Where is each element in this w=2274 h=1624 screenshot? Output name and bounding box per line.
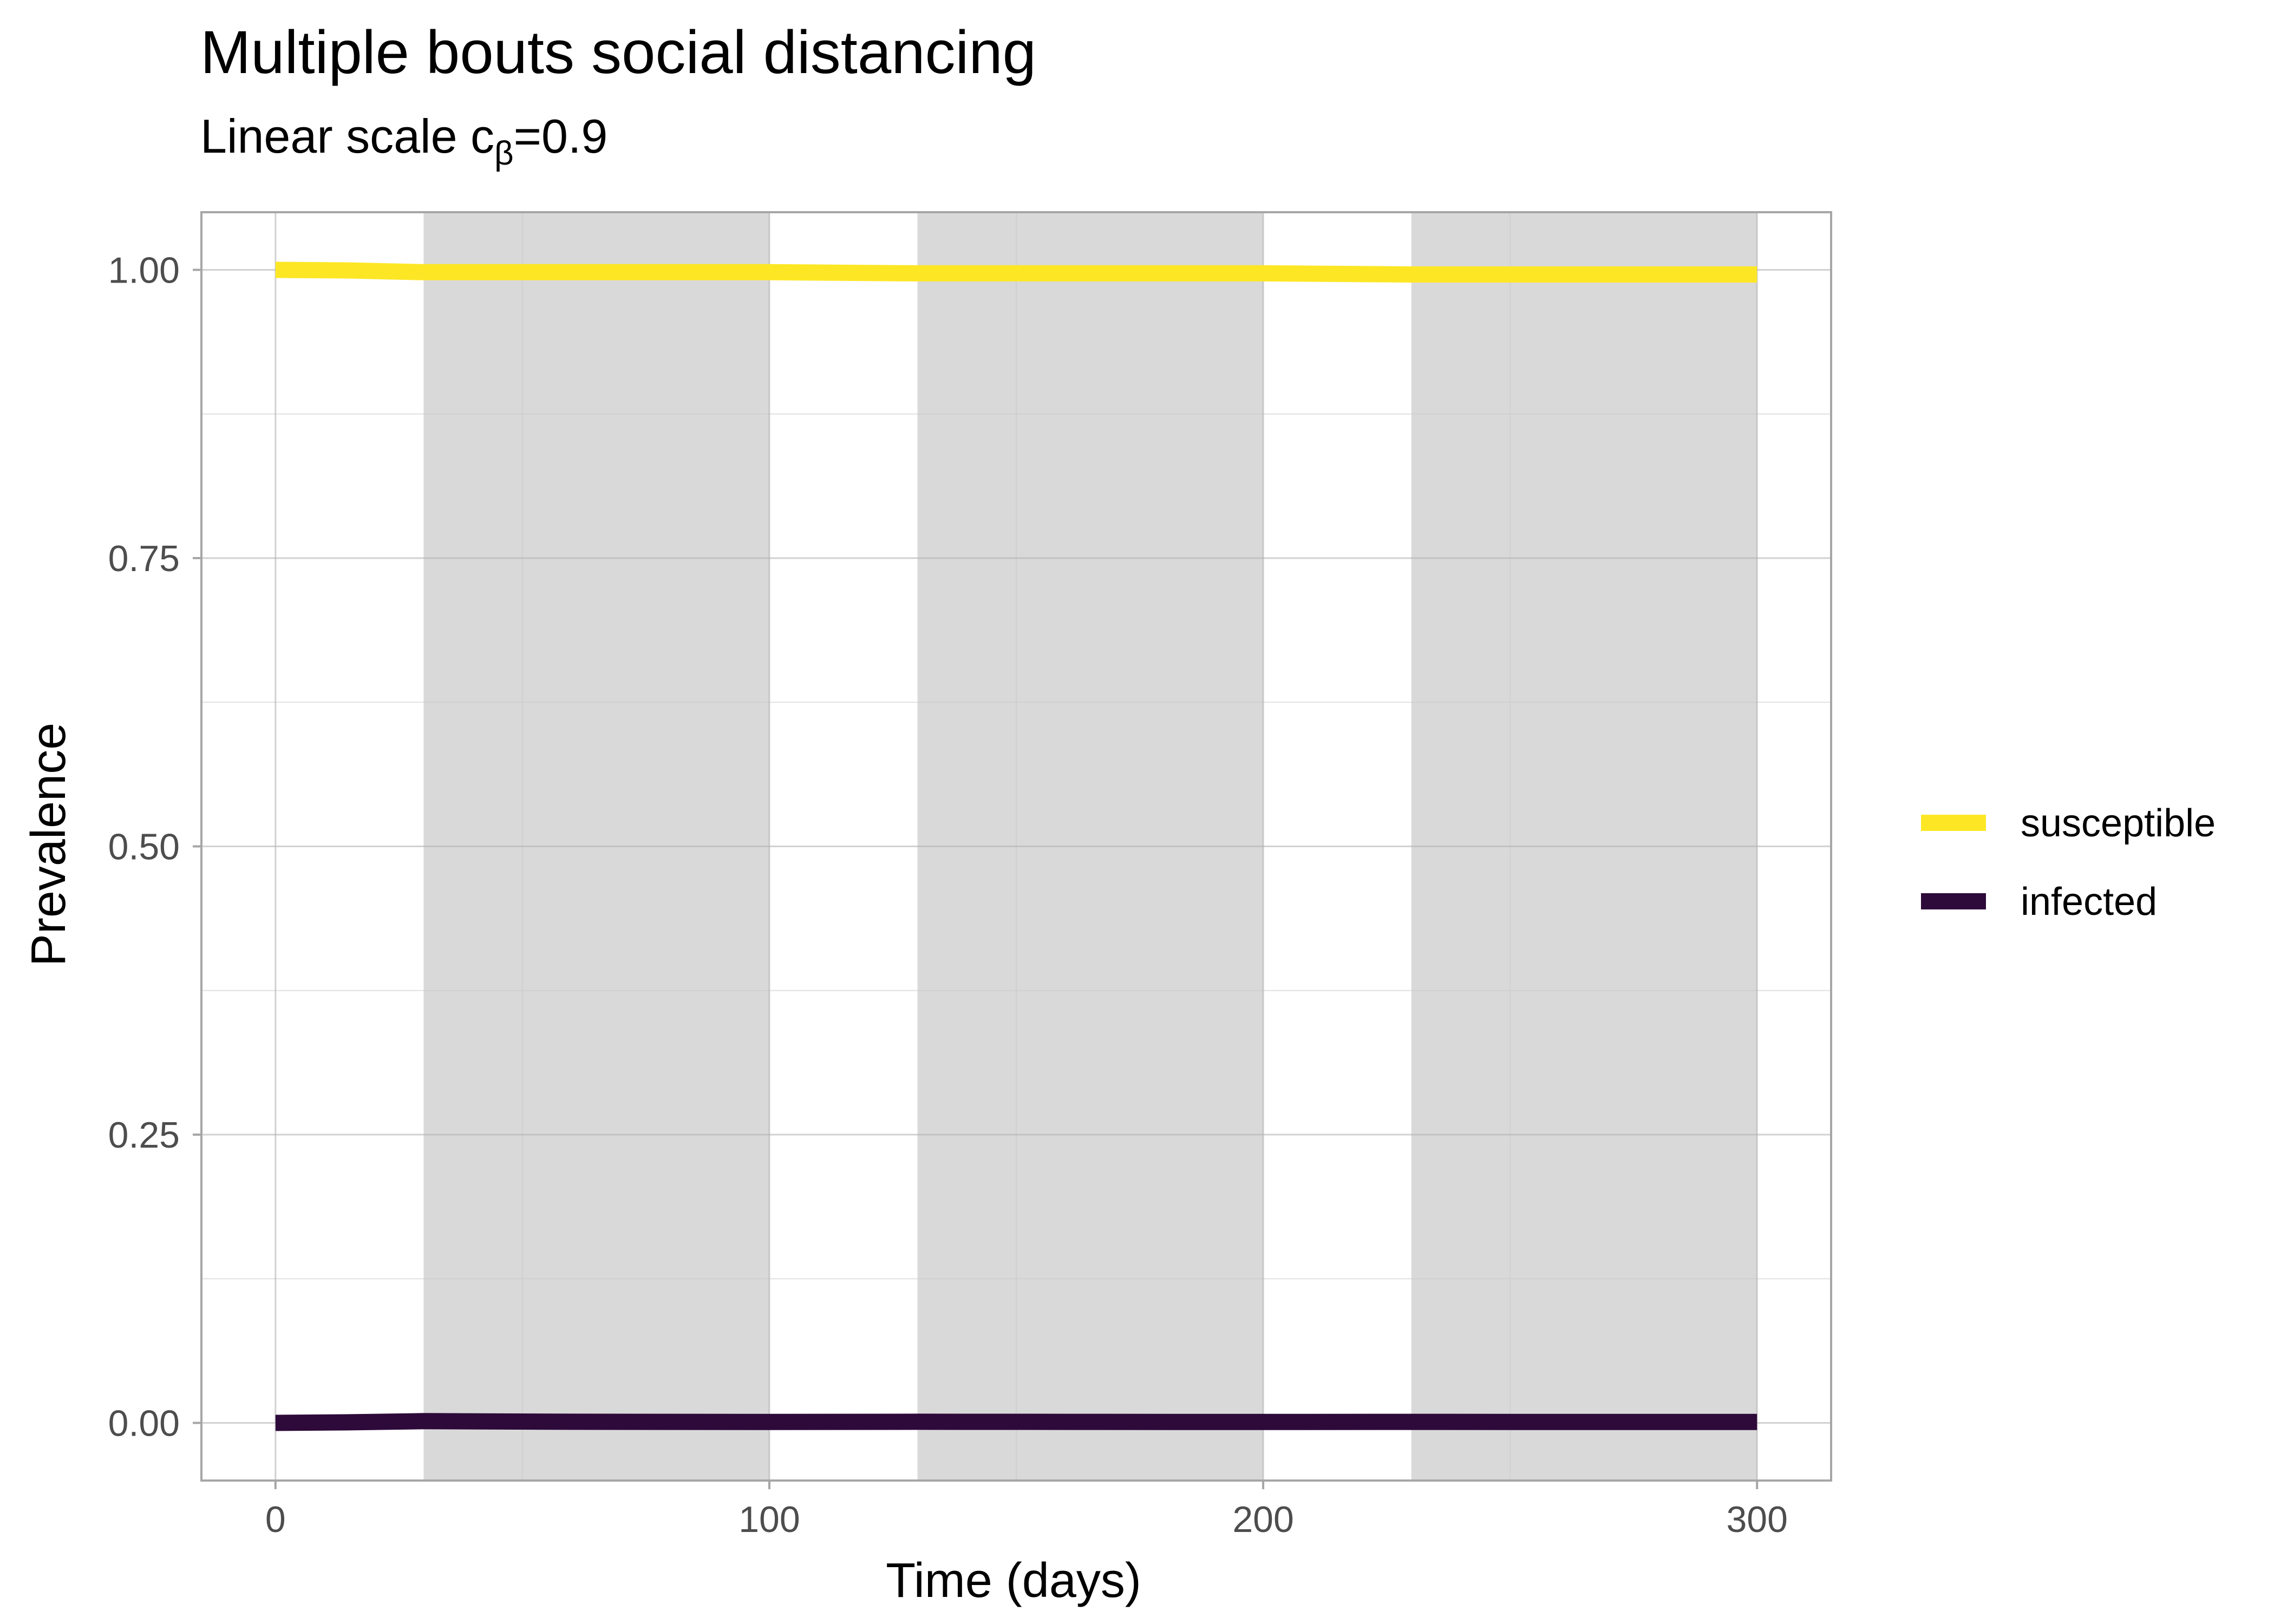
y-tick-label: 0.75 [108, 538, 180, 579]
x-tick-label: 0 [265, 1499, 286, 1540]
x-axis-title: Time (days) [886, 1554, 1141, 1608]
chart-subtitle: Linear scale cβ=0.9 [200, 109, 607, 172]
legend: susceptible infected [1921, 802, 2216, 924]
y-tick-label: 0.25 [108, 1115, 180, 1156]
y-tick-label: 0.50 [108, 827, 180, 868]
y-axis-title: Prevalence [22, 723, 76, 966]
y-tick-label: 1.00 [108, 250, 180, 291]
grid-lines [201, 212, 1831, 1481]
y-axis: 0.00 0.25 0.50 0.75 1.00 [108, 250, 201, 1444]
x-tick-label: 200 [1232, 1499, 1293, 1540]
legend-label-infected: infected [2021, 880, 2157, 924]
subtitle-suffix: =0.9 [514, 109, 608, 163]
chart-title: Multiple bouts social distancing [200, 18, 1036, 86]
subtitle-subscript: β [494, 135, 514, 172]
y-tick-label: 0.00 [108, 1403, 180, 1444]
x-axis: 0 100 200 300 [265, 1481, 1788, 1540]
x-tick-label: 100 [739, 1499, 800, 1540]
subtitle-prefix: Linear scale c [200, 109, 494, 163]
series-lines [275, 261, 1757, 1431]
x-tick-label: 300 [1726, 1499, 1787, 1540]
series-line-infected [275, 1413, 1757, 1431]
legend-label-susceptible: susceptible [2021, 802, 2216, 845]
series-line-susceptible [275, 261, 1757, 283]
